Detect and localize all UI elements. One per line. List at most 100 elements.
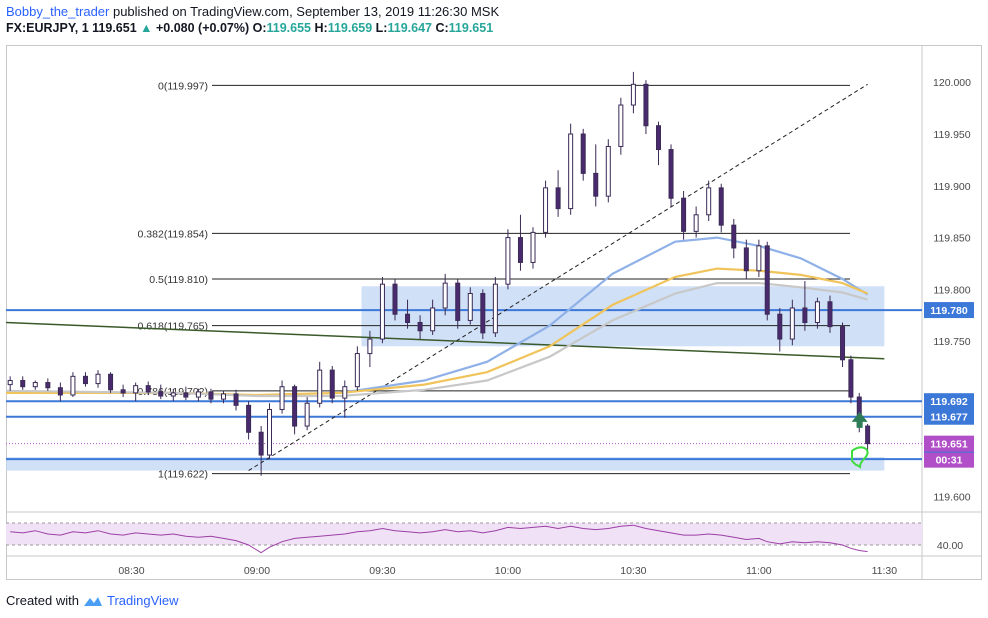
candle-body (354, 353, 360, 388)
candle-body (743, 247, 749, 272)
candle-body (630, 83, 636, 106)
candle-body (814, 301, 820, 323)
candle-body (693, 214, 699, 232)
rsi-level-label: 40.00 (937, 540, 963, 552)
level-price-label: 119.780 (930, 305, 968, 317)
candle-body (718, 187, 724, 226)
time-tick-label: 08:30 (118, 565, 144, 577)
candle-body (367, 338, 373, 355)
candle-body (317, 369, 323, 404)
candle-body (593, 172, 599, 197)
candle-body (681, 197, 687, 232)
candle-body (764, 245, 770, 315)
candle-body (789, 307, 795, 340)
candle-body (133, 385, 139, 394)
close-value: 119.651 (448, 21, 494, 35)
time-tick-label: 11:30 (872, 565, 898, 577)
candle-body (848, 359, 854, 398)
candle-body (70, 375, 76, 396)
created-with-text: Created with (6, 593, 79, 608)
high-value: 119.659 (327, 21, 373, 35)
candle-body (517, 237, 523, 263)
candle-body (840, 326, 846, 361)
candle-body (120, 389, 126, 394)
countdown-tag (924, 452, 974, 468)
symbol-label[interactable]: FX:EURJPY, 1 (6, 21, 89, 35)
tradingview-link[interactable]: TradingView (106, 593, 179, 608)
low-value: 119.647 (387, 21, 432, 35)
candle-body (7, 379, 13, 386)
candle-body (480, 292, 486, 334)
candle-body (246, 404, 252, 433)
level-price-tag (924, 408, 974, 425)
fib-level-label: 0.382(119.854) (138, 228, 208, 240)
current-price-tag (924, 435, 974, 452)
level-price-tag (924, 393, 974, 410)
candle-body (655, 125, 661, 151)
candle-body (158, 391, 164, 397)
up-triangle-icon: ▲ (140, 21, 153, 35)
time-tick-label: 10:30 (620, 565, 646, 577)
candle-body (405, 313, 411, 323)
high-label: H: (314, 21, 328, 35)
publish-line: Bobby_the_trader published on TradingVie… (6, 3, 499, 20)
candle-body (802, 307, 808, 323)
candle-body (777, 313, 783, 340)
candle-body (530, 231, 536, 263)
hand-cursor-icon (851, 446, 869, 469)
price-tick-label: 119.900 (933, 181, 970, 193)
candle-body (379, 283, 385, 340)
moving-average-fast (340, 236, 869, 394)
candle-body (467, 292, 473, 321)
tradingview-logo-icon (83, 596, 102, 606)
price-tick-label: 119.850 (933, 233, 970, 245)
rsi-line (10, 524, 868, 554)
candle-body (618, 104, 624, 147)
level-price-label: 119.677 (930, 412, 968, 424)
candle-body (220, 393, 226, 400)
price-tick-label: 119.800 (933, 284, 970, 296)
candle-body (492, 283, 498, 334)
fib-level-label: 0.5(119.810) (149, 274, 208, 286)
candle-body (442, 282, 448, 309)
candle-body (32, 382, 38, 388)
last-price: 119.651 (92, 21, 137, 35)
candle-body (731, 224, 737, 249)
low-label: L: (375, 21, 388, 35)
candle-body (455, 282, 461, 321)
price-tick-label: 119.750 (933, 336, 970, 348)
candle-body (20, 379, 26, 388)
candle-body (756, 245, 762, 272)
candle-body (706, 187, 712, 216)
open-value: 119.655 (266, 21, 312, 35)
publish-info: published on TradingView.com, September … (109, 4, 500, 19)
candle-body (342, 386, 348, 399)
candle-body (668, 149, 674, 199)
fib-level-label: 0(119.997) (158, 80, 208, 92)
candle-body (57, 387, 63, 396)
candle-body (865, 425, 871, 445)
close-label: C: (435, 21, 449, 35)
rsi-band (6, 523, 922, 545)
candle-body (258, 431, 264, 456)
candle-body (430, 307, 436, 332)
time-tick-label: 10:00 (495, 565, 521, 577)
ohlc-line: FX:EURJPY, 1 119.651 ▲ +0.080 (+0.07%) O… (6, 20, 499, 37)
zone-1 (6, 457, 885, 471)
candle-body (95, 373, 101, 385)
author-link[interactable]: Bobby_the_trader (6, 4, 110, 19)
candle-body (392, 283, 398, 315)
price-tick-label: 119.600 (933, 491, 970, 503)
candle-body (568, 133, 574, 210)
candle-body (643, 83, 649, 127)
up-arrow-icon (851, 411, 868, 428)
open-label: O: (252, 21, 267, 35)
candle-body (580, 133, 586, 174)
candle-body (505, 237, 511, 285)
candle-body (82, 375, 88, 385)
candle-body (543, 187, 549, 233)
candle-body (233, 393, 239, 406)
chart-header: Bobby_the_trader published on TradingVie… (6, 3, 499, 37)
candle-body (605, 145, 611, 197)
